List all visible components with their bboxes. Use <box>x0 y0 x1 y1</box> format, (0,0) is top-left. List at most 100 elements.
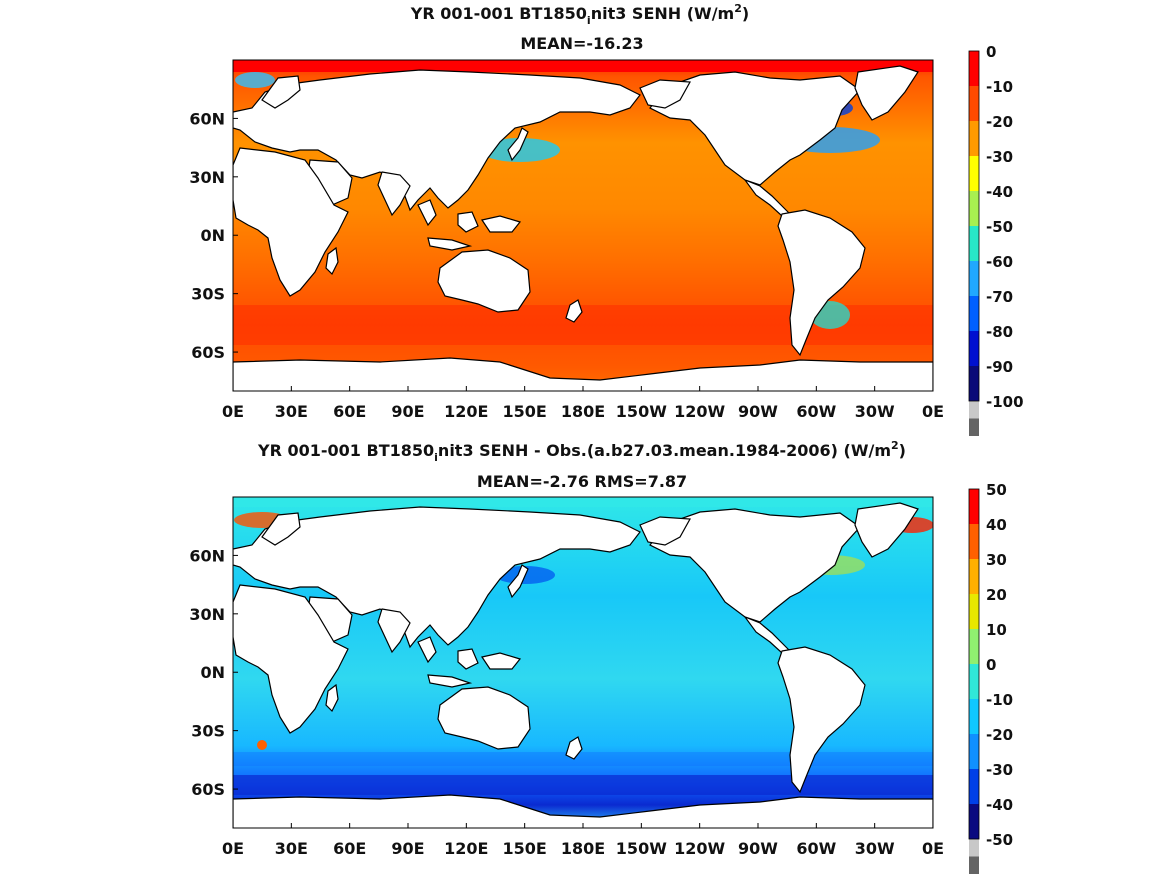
colorbar-label: -80 <box>986 323 1013 341</box>
colorbar-swatch <box>969 734 979 769</box>
colorbar-label: 0 <box>986 43 996 61</box>
colorbar-swatch <box>969 804 979 839</box>
colorbar-swatch <box>969 699 979 734</box>
panel-2-subtitle: MEAN=-2.76 RMS=7.87 <box>477 472 687 491</box>
colorbar-swatch <box>969 664 979 699</box>
colorbar-swatch <box>969 629 979 664</box>
y-tick-label: 30N <box>189 168 225 187</box>
x-tick-label: 120E <box>444 402 488 421</box>
panel-2-colorbar: 50 40 30 20 10 0 -10 -20 -30 -40 -50 <box>968 481 1013 874</box>
panel-1-map <box>233 60 933 391</box>
colorbar-swatch <box>969 261 979 296</box>
panel-1: YR 001-001 BT1850init3 SENH (W/m2) MEAN=… <box>189 2 1024 436</box>
panel-2-southern-band <box>233 775 933 795</box>
colorbar-swatch <box>969 156 979 191</box>
y-tick-label: 60S <box>191 780 225 799</box>
colorbar-label: -30 <box>986 148 1013 166</box>
colorbar-swatch <box>969 769 979 804</box>
panel-2-title: YR 001-001 BT1850init3 SENH - Obs.(a.b27… <box>257 439 906 464</box>
colorbar-swatch <box>969 524 979 559</box>
colorbar-swatch <box>969 401 979 419</box>
colorbar-label: 10 <box>986 621 1007 639</box>
x-tick-label: 150E <box>503 839 547 858</box>
colorbar-label: 0 <box>986 656 996 674</box>
x-tick-label: 30E <box>275 402 308 421</box>
x-tick-label: 180E <box>561 839 605 858</box>
colorbar-frame <box>968 488 980 840</box>
x-tick-label: 30W <box>855 839 895 858</box>
x-tick-label: 0E <box>222 402 244 421</box>
x-tick-label: 90W <box>738 839 778 858</box>
x-tick-label: 0E <box>922 402 944 421</box>
colorbar-swatch <box>969 366 979 401</box>
x-tick-label: 150E <box>503 402 547 421</box>
colorbar-frame <box>968 50 980 402</box>
colorbar-label: -20 <box>986 113 1013 131</box>
colorbar-label: 40 <box>986 516 1007 534</box>
colorbar-label: -70 <box>986 288 1013 306</box>
colorbar-label: 30 <box>986 551 1007 569</box>
colorbar-label: -60 <box>986 253 1013 271</box>
x-tick-label: 120E <box>444 839 488 858</box>
colorbar-label: -20 <box>986 726 1013 744</box>
panel-2-arctic-band <box>233 497 933 507</box>
y-tick-label: 0N <box>200 663 225 682</box>
y-tick-label: 60S <box>191 343 225 362</box>
colorbar-label: 50 <box>986 481 1007 499</box>
colorbar-swatch <box>969 121 979 156</box>
panel-2-x-axis: 0E 30E 60E 90E 120E 150E 180E 150W 120W 90W 60W 30W… <box>222 823 944 858</box>
colorbar-label: -10 <box>986 78 1013 96</box>
x-tick-label: 90E <box>391 839 424 858</box>
colorbar-swatch <box>969 418 979 436</box>
colorbar-label: -40 <box>986 796 1013 814</box>
y-tick-label: 30S <box>191 285 225 304</box>
panel-2-y-axis: 60N 30N 0N 30S 60S <box>189 546 238 799</box>
x-tick-label: 60W <box>796 839 836 858</box>
x-tick-label: 60E <box>333 839 366 858</box>
panel-1-arctic-band <box>233 60 933 72</box>
panel-2: YR 001-001 BT1850init3 SENH - Obs.(a.b27… <box>189 439 1013 874</box>
panel-1-nordic-anomaly <box>235 72 275 88</box>
x-tick-label: 150W <box>616 402 667 421</box>
x-tick-label: 60W <box>796 402 836 421</box>
colorbar-label: -10 <box>986 691 1013 709</box>
x-tick-label: 0E <box>922 839 944 858</box>
colorbar-swatch <box>969 331 979 366</box>
colorbar-swatch <box>969 191 979 226</box>
x-tick-label: 90W <box>738 402 778 421</box>
colorbar-swatch <box>969 559 979 594</box>
x-tick-label: 150W <box>616 839 667 858</box>
colorbar-label: 20 <box>986 586 1007 604</box>
colorbar-swatch <box>969 226 979 261</box>
y-tick-label: 30N <box>189 605 225 624</box>
colorbar-label: -100 <box>986 393 1024 411</box>
x-tick-label: 0E <box>222 839 244 858</box>
panel-1-y-axis: 60N 30N 0N 30S 60S <box>189 109 238 362</box>
panel-1-x-axis: 0E 30E 60E 90E 120E 150E 180E 150W 120W 90W 60W 30W… <box>222 386 944 421</box>
colorbar-label: -30 <box>986 761 1013 779</box>
colorbar-label: -40 <box>986 183 1013 201</box>
y-tick-label: 60N <box>189 546 225 565</box>
panel-1-title: YR 001-001 BT1850init3 SENH (W/m2) <box>410 2 749 27</box>
panel-1-subtitle: MEAN=-16.23 <box>520 34 643 53</box>
colorbar-label: -90 <box>986 358 1013 376</box>
colorbar-swatch <box>969 51 979 86</box>
colorbar-swatch <box>969 489 979 524</box>
x-tick-label: 120W <box>674 402 725 421</box>
colorbar-swatch <box>969 839 979 857</box>
x-tick-label: 180E <box>561 402 605 421</box>
panel-2-hotspot <box>257 740 267 750</box>
y-tick-label: 60N <box>189 109 225 128</box>
y-tick-label: 0N <box>200 226 225 245</box>
colorbar-swatch <box>969 856 979 874</box>
x-tick-label: 120W <box>674 839 725 858</box>
panel-1-colorbar: 0 -10 -20 -30 -40 -50 -60 -70 -80 -90 -100 <box>968 43 1024 436</box>
x-tick-label: 60E <box>333 402 366 421</box>
colorbar-label: -50 <box>986 218 1013 236</box>
x-tick-label: 30E <box>275 839 308 858</box>
panel-2-southern-edge <box>233 752 933 766</box>
x-tick-label: 30W <box>855 402 895 421</box>
y-tick-label: 30S <box>191 722 225 741</box>
colorbar-swatch <box>969 86 979 121</box>
